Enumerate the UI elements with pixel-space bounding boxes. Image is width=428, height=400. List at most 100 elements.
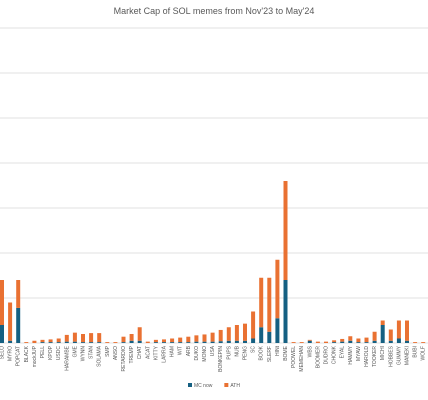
bar-segment bbox=[194, 341, 199, 343]
x-tick-label: EYAL bbox=[340, 346, 346, 359]
x-tick-label: WOLF bbox=[421, 346, 427, 360]
bar-segment bbox=[97, 342, 102, 343]
x-tick-label: mockJUP bbox=[32, 345, 38, 367]
bar-segment bbox=[24, 342, 29, 343]
bar-segment bbox=[16, 307, 21, 343]
bar-segment bbox=[105, 342, 110, 343]
x-tick-label: RETARDIO bbox=[121, 346, 127, 372]
bar-segment bbox=[16, 280, 21, 308]
x-tick-label: BLACK bbox=[24, 345, 30, 362]
bar-segment bbox=[129, 340, 134, 343]
x-tick-label: BONKEPIN bbox=[218, 346, 224, 372]
x-tick-label: LARRA bbox=[162, 345, 168, 362]
bar-segment bbox=[56, 342, 61, 343]
bar-segment bbox=[210, 341, 215, 343]
bar-segment bbox=[251, 338, 256, 343]
bar-segment bbox=[405, 320, 409, 341]
bar-segment bbox=[388, 329, 393, 341]
x-tick-label: BUBI bbox=[413, 346, 419, 358]
bar-segment bbox=[372, 340, 377, 343]
x-tick-label: MYAW bbox=[356, 346, 362, 361]
bar-segment bbox=[315, 341, 320, 343]
x-tick-label: POPCAT bbox=[16, 346, 22, 366]
bar-segment bbox=[324, 341, 328, 343]
bar-segment bbox=[170, 342, 175, 343]
bar-segment bbox=[348, 340, 353, 343]
bar-segment bbox=[275, 259, 280, 319]
x-tick-label: WIT bbox=[178, 346, 184, 355]
bar-segment bbox=[283, 280, 288, 343]
bar-segment bbox=[48, 339, 53, 343]
bar-segment bbox=[32, 340, 37, 343]
bar-segment bbox=[186, 342, 191, 343]
bar-segment bbox=[202, 341, 207, 343]
legend-label: MC now bbox=[194, 383, 213, 389]
bar-segment bbox=[259, 327, 264, 343]
bar-segment bbox=[0, 280, 4, 325]
x-tick-label: SOLAMA bbox=[97, 345, 103, 367]
x-tick-label: ANSO bbox=[113, 346, 119, 360]
x-tick-label: DUDRO bbox=[324, 346, 330, 364]
bar-segment bbox=[234, 325, 239, 341]
x-tick-label: WBS bbox=[307, 345, 313, 357]
bar-segment bbox=[129, 334, 134, 341]
x-tick-label: SLERF bbox=[267, 346, 273, 362]
bar-segment bbox=[413, 342, 418, 343]
x-tick-label: CHAT bbox=[137, 346, 143, 359]
bar-segment bbox=[307, 339, 312, 341]
legend-label: ATH bbox=[230, 383, 240, 389]
bar-segment bbox=[72, 341, 77, 343]
bar-segment bbox=[81, 342, 85, 343]
bar-segment bbox=[275, 318, 280, 343]
bar-segment bbox=[0, 325, 4, 343]
x-tick-label: TREMP bbox=[129, 345, 135, 363]
bar-segment bbox=[56, 338, 61, 343]
x-tick-label: CHONK bbox=[332, 345, 338, 364]
bar-segment bbox=[8, 302, 13, 341]
bar-segment bbox=[267, 277, 272, 332]
x-tick-label: MICHI bbox=[380, 346, 386, 360]
bar-segment bbox=[137, 327, 142, 341]
x-tick-label: BOOMER bbox=[315, 346, 321, 369]
bar-segment bbox=[243, 323, 247, 341]
bar-segment bbox=[202, 334, 207, 342]
bar-segment bbox=[72, 332, 77, 342]
x-tick-label: BOME bbox=[283, 345, 289, 360]
x-tick-label: SC bbox=[251, 346, 257, 353]
bar-segment bbox=[81, 334, 85, 343]
bar-segment bbox=[226, 340, 231, 343]
bar-segment bbox=[40, 342, 45, 343]
bar-segment bbox=[170, 338, 175, 343]
bar-segment bbox=[267, 331, 272, 343]
bar-segment bbox=[162, 342, 166, 343]
bar-segment bbox=[48, 342, 53, 343]
x-tick-label: USDC bbox=[56, 346, 62, 361]
bar-segment bbox=[396, 338, 401, 343]
bar-segment bbox=[299, 342, 304, 343]
bar-segment bbox=[226, 327, 231, 341]
x-tick-label: HINt bbox=[275, 345, 281, 356]
bar-segment bbox=[388, 340, 393, 343]
bar-segment bbox=[332, 342, 337, 343]
x-tick-label: HOBBES bbox=[388, 345, 394, 367]
bar-segment bbox=[307, 340, 312, 343]
x-tick-label: KPOP bbox=[48, 345, 54, 360]
bar-segment bbox=[153, 342, 158, 343]
chart-title: Market Cap of SOL memes from Nov'23 to M… bbox=[114, 6, 315, 16]
bar-segment bbox=[340, 341, 345, 343]
bar-segment bbox=[64, 334, 69, 342]
bar-segment bbox=[8, 340, 13, 343]
bar-segment bbox=[89, 333, 94, 343]
x-tick-label: PELL bbox=[40, 346, 46, 358]
x-tick-label: MYRO bbox=[8, 346, 14, 361]
bar-segment bbox=[259, 277, 264, 328]
x-tick-label: HAMMY bbox=[348, 345, 354, 364]
bar-segment bbox=[97, 333, 102, 343]
bar-segment bbox=[153, 339, 158, 343]
x-tick-label: SELO bbox=[0, 346, 6, 359]
bar-segment bbox=[113, 342, 118, 343]
x-tick-label: USA bbox=[210, 345, 216, 356]
x-tick-label: MANEKI bbox=[405, 346, 411, 365]
